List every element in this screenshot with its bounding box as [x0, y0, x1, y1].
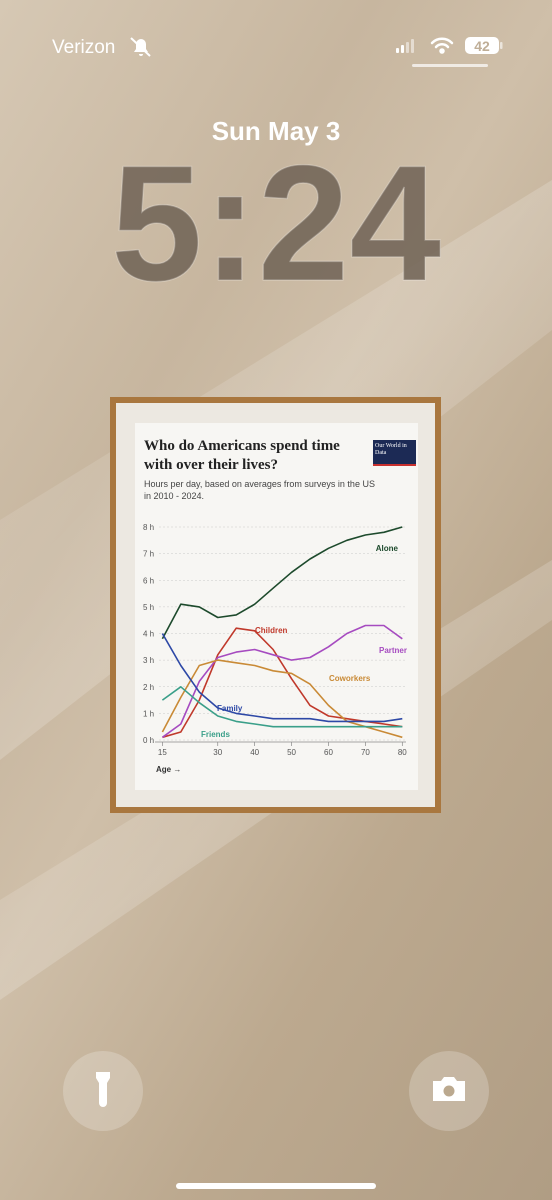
series-line: [161, 633, 403, 723]
x-tick-label: 30: [213, 748, 222, 757]
x-tick-label: 50: [287, 748, 296, 757]
signal-icon: [396, 39, 414, 53]
y-tick-label: 0 h: [143, 736, 154, 745]
x-tick-label: 70: [361, 748, 370, 757]
y-tick-label: 7 h: [143, 550, 154, 559]
x-tick-label: 60: [324, 748, 333, 757]
battery-level: 42: [474, 38, 490, 54]
flashlight-icon: [96, 1072, 110, 1107]
series-label: Children: [255, 626, 288, 635]
chart-subtitle: Hours per day, based on averages from su…: [144, 479, 375, 501]
y-tick-label: 1 h: [143, 709, 154, 718]
camera-lens: [443, 1085, 455, 1097]
logo-box: [373, 440, 416, 466]
wifi-icon: [430, 37, 454, 54]
series-line: [161, 624, 403, 738]
y-tick-label: 3 h: [143, 656, 154, 665]
indicator-line: [412, 64, 488, 67]
series-line: [161, 526, 403, 640]
logo-stripe: [373, 464, 416, 466]
time: 5:24: [111, 131, 441, 315]
chart-title: Who do Americans spend time with over th…: [144, 438, 340, 473]
series-label: Coworkers: [329, 674, 371, 683]
battery-icon: [465, 37, 499, 54]
y-tick-label: 2 h: [143, 683, 154, 692]
x-tick-label: 40: [250, 748, 259, 757]
y-tick-label: 4 h: [143, 630, 154, 639]
series-line: [161, 659, 403, 739]
plot: 0 h 1 h 2 h 3 h 4 h 5 h 6 h 7 h 8 h 15 30 40 50 60 70 8…: [143, 523, 407, 774]
date: Sun May 3: [212, 116, 341, 146]
y-tick-label: 6 h: [143, 576, 154, 585]
logo-text: Our World in Data: [375, 443, 407, 456]
x-tick-label: 80: [398, 748, 407, 757]
x-axis-label: Age →: [156, 765, 181, 774]
series-label: Family: [217, 704, 243, 713]
mute-icon: [130, 37, 151, 57]
y-tick-label: 5 h: [143, 603, 154, 612]
x-tick-label: 15: [158, 748, 167, 757]
y-tick-label: 8 h: [143, 523, 154, 532]
series-line: [161, 686, 403, 728]
home-indicator: [176, 1183, 376, 1189]
carrier: Verizon: [52, 37, 115, 58]
battery-tip: [500, 42, 503, 49]
series-label: Alone: [376, 544, 399, 553]
series-label: Friends: [201, 730, 230, 739]
series-label: Partner: [379, 646, 407, 655]
